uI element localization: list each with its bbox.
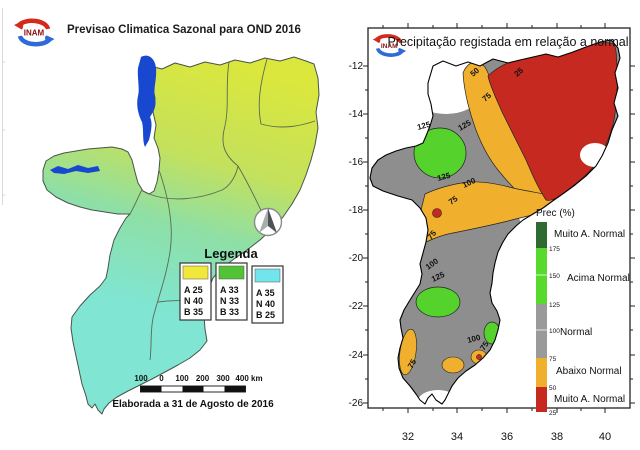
scale-label: 400 km bbox=[235, 374, 262, 383]
colorbar-seg-darkgreen bbox=[536, 222, 547, 248]
y-tick-label: -18 bbox=[349, 205, 364, 216]
page-edge-ruler bbox=[2, 8, 6, 205]
logo-badge bbox=[20, 25, 48, 40]
colorbar-category: Muito A. Normal bbox=[554, 394, 625, 405]
colorbar-category: Normal bbox=[560, 327, 592, 338]
x-tick-label: 36 bbox=[501, 431, 513, 443]
left-map-title: Previsao Climatica Sazonal para OND 2016 bbox=[67, 24, 301, 36]
logo-text: INAM bbox=[24, 29, 45, 38]
colorbar-tick-values: 175 150 125 100 75 50 25 bbox=[549, 246, 560, 417]
province-borders bbox=[129, 58, 316, 361]
x-tick-label: 40 bbox=[599, 431, 611, 443]
y-tick-label: -12 bbox=[349, 61, 364, 72]
precip-colorbar: Prec (%) 175 150 125 100 75 50 25 Muito … bbox=[536, 208, 630, 417]
left-map-caption: Elaborada a 31 de Agosto de 2016 bbox=[112, 399, 274, 410]
x-tick-label: 32 bbox=[402, 431, 414, 443]
logo-red-arrowhead-icon bbox=[14, 20, 24, 30]
legend-title: Legenda bbox=[204, 246, 258, 261]
legend-line: B 35 bbox=[184, 307, 203, 317]
legend-line: B 25 bbox=[256, 310, 275, 320]
colorbar-tick: 150 bbox=[549, 273, 560, 280]
legend-line: N 40 bbox=[256, 299, 275, 309]
legend-swatch-green bbox=[218, 265, 245, 280]
colorbar-tick: 75 bbox=[549, 356, 557, 363]
legend-line: N 33 bbox=[220, 296, 239, 306]
legend-line: A 35 bbox=[256, 288, 275, 298]
y-tick-label: -22 bbox=[349, 301, 364, 312]
scale-label: 200 bbox=[196, 374, 210, 383]
legend-line: A 33 bbox=[220, 285, 239, 295]
legend-swatch-cyan bbox=[254, 268, 281, 283]
region-much-below-normal bbox=[476, 354, 482, 360]
colorbar-tick: 25 bbox=[549, 410, 557, 417]
colorbar-seg-gray bbox=[536, 304, 547, 358]
legend-card-yellow: A 25 N 40 B 35 bbox=[179, 262, 212, 321]
colorbar-category: Muito A. Normal bbox=[554, 229, 625, 240]
y-tick-label: -14 bbox=[349, 109, 364, 120]
region-below-normal bbox=[441, 356, 465, 374]
x-axis-labels: 32 34 36 38 40 bbox=[402, 431, 611, 443]
lake-malawi bbox=[137, 55, 157, 147]
forecast-legend: Legenda A 25 N 40 B 35 A 33 N 33 B 33 A … bbox=[179, 246, 284, 324]
contour-label: 125 bbox=[416, 120, 432, 132]
legend-card-green: A 33 N 33 B 33 bbox=[215, 262, 248, 321]
lake-cahora-bassa bbox=[50, 165, 100, 174]
y-tick-label: -26 bbox=[349, 398, 364, 409]
x-tick-label: 38 bbox=[551, 431, 563, 443]
colorbar-internal-ticks bbox=[536, 274, 547, 331]
y-axis-ticks-left bbox=[363, 65, 368, 404]
scale-bar: 100 0 100 200 300 400 km bbox=[134, 374, 263, 393]
region-much-below-normal bbox=[432, 208, 442, 218]
logo-blue-arrowhead-icon bbox=[397, 47, 407, 56]
legend-line: N 40 bbox=[184, 296, 203, 306]
colorbar-category: Acima Normal bbox=[567, 273, 630, 284]
y-tick-label: -24 bbox=[349, 350, 364, 361]
colorbar-seg-green bbox=[536, 248, 547, 304]
colorbar-tick: 175 bbox=[549, 246, 560, 253]
inam-logo-right: INAM bbox=[372, 34, 407, 57]
y-tick-label: -16 bbox=[349, 157, 364, 168]
colorbar-tick: 125 bbox=[549, 302, 560, 309]
logo-badge bbox=[378, 39, 401, 52]
scale-label: 0 bbox=[159, 374, 164, 383]
country-shape bbox=[42, 56, 320, 415]
colorbar-seg-orange bbox=[536, 358, 547, 387]
legend-card-cyan: A 35 N 40 B 25 bbox=[251, 265, 284, 324]
logo-blue-arrowhead-icon bbox=[44, 34, 55, 45]
colorbar-category-labels: Muito A. Normal Acima Normal Normal Abai… bbox=[554, 229, 630, 405]
contour-label: 125 bbox=[436, 171, 452, 183]
scale-label: 100 bbox=[175, 374, 189, 383]
left-forecast-map-panel: INAM Previsao Climatica Sazonal para OND… bbox=[2, 8, 320, 415]
legend-line: A 25 bbox=[184, 285, 203, 295]
colorbar-tick: 50 bbox=[549, 385, 557, 392]
colorbar-title: Prec (%) bbox=[536, 208, 575, 219]
contour-label: 100 bbox=[466, 333, 482, 345]
region-above-normal bbox=[413, 127, 467, 179]
colorbar-tick: 100 bbox=[549, 328, 560, 335]
country-outline bbox=[369, 39, 621, 405]
right-precip-map-panel: -12 -14 -16 -18 -20 -22 -24 -26 32 34 36… bbox=[349, 23, 635, 443]
logo-red-arrowhead-icon bbox=[372, 35, 382, 44]
scale-label: 100 bbox=[134, 374, 148, 383]
region-below-normal bbox=[399, 328, 417, 376]
mozambique-forecast-map bbox=[42, 55, 320, 415]
y-axis-ticks-right bbox=[630, 65, 635, 404]
colorbar-category: Abaixo Normal bbox=[556, 366, 622, 377]
y-tick-label: -20 bbox=[349, 253, 364, 264]
x-tick-label: 34 bbox=[451, 431, 463, 443]
x-axis-ticks-bottom bbox=[382, 408, 606, 413]
inam-logo-left: INAM bbox=[14, 18, 55, 47]
region-above-normal bbox=[415, 286, 461, 318]
x-axis-ticks-top bbox=[382, 23, 606, 28]
legend-swatch-yellow bbox=[182, 265, 209, 280]
scale-label: 300 bbox=[216, 374, 230, 383]
colorbar-seg-red bbox=[536, 387, 547, 412]
north-arrow-icon bbox=[253, 207, 283, 237]
right-map-title: Precipitação registada em relação a norm… bbox=[387, 35, 628, 49]
logo-text: INAM bbox=[381, 43, 398, 50]
y-axis-labels: -12 -14 -16 -18 -20 -22 -24 -26 bbox=[349, 61, 364, 409]
legend-line: B 33 bbox=[220, 307, 239, 317]
